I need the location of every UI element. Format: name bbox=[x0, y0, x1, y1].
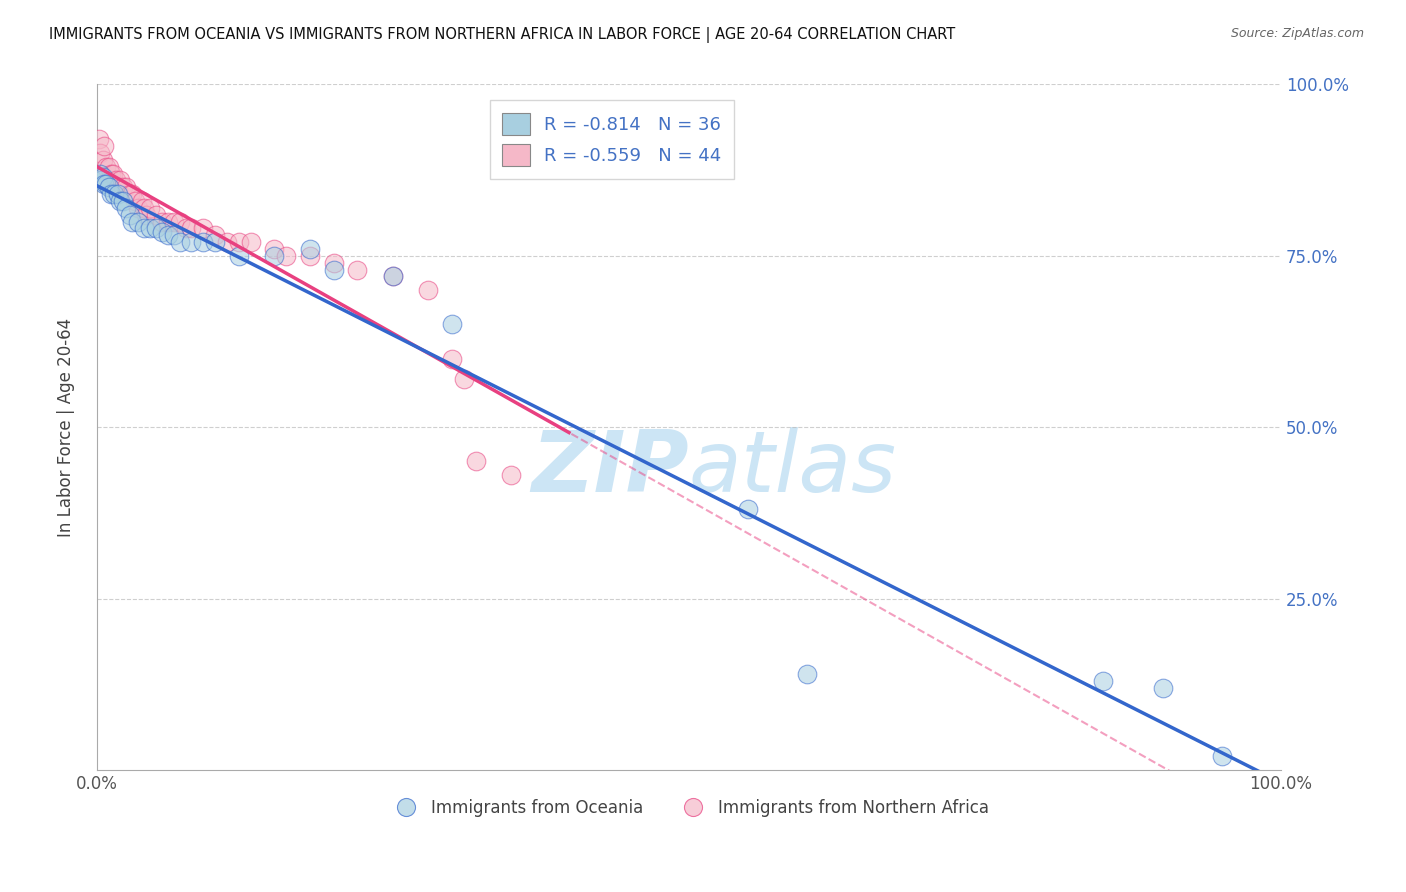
Point bbox=[796, 667, 818, 681]
Legend: Immigrants from Oceania, Immigrants from Northern Africa: Immigrants from Oceania, Immigrants from… bbox=[382, 792, 995, 823]
Text: Source: ZipAtlas.com: Source: ZipAtlas.com bbox=[1230, 27, 1364, 40]
Point bbox=[131, 194, 153, 208]
Point bbox=[156, 228, 179, 243]
Point bbox=[110, 194, 132, 208]
Point bbox=[111, 194, 134, 208]
Point bbox=[440, 318, 463, 332]
Point bbox=[145, 221, 167, 235]
Point bbox=[298, 249, 321, 263]
Point bbox=[97, 160, 120, 174]
Point bbox=[93, 177, 115, 191]
Point bbox=[121, 187, 143, 202]
Point bbox=[100, 187, 122, 202]
Point bbox=[132, 201, 155, 215]
Point bbox=[440, 351, 463, 366]
Text: IMMIGRANTS FROM OCEANIA VS IMMIGRANTS FROM NORTHERN AFRICA IN LABOR FORCE | AGE : IMMIGRANTS FROM OCEANIA VS IMMIGRANTS FR… bbox=[49, 27, 956, 43]
Point bbox=[118, 187, 141, 202]
Point bbox=[91, 169, 114, 184]
Point bbox=[124, 194, 146, 208]
Point bbox=[111, 180, 134, 194]
Point bbox=[97, 180, 120, 194]
Point bbox=[169, 214, 191, 228]
Point bbox=[346, 262, 368, 277]
Point bbox=[263, 242, 285, 256]
Point bbox=[180, 221, 202, 235]
Point bbox=[1211, 749, 1233, 764]
Point bbox=[96, 177, 118, 191]
Point bbox=[169, 235, 191, 249]
Point bbox=[1092, 673, 1115, 688]
Point bbox=[204, 235, 226, 249]
Point bbox=[150, 214, 173, 228]
Point bbox=[91, 153, 114, 167]
Point bbox=[127, 201, 149, 215]
Point bbox=[501, 468, 523, 483]
Point bbox=[90, 173, 112, 187]
Point bbox=[100, 167, 122, 181]
Point bbox=[239, 235, 262, 249]
Point bbox=[418, 283, 440, 297]
Point bbox=[1152, 681, 1174, 695]
Point bbox=[215, 235, 238, 249]
Point bbox=[132, 221, 155, 235]
Point bbox=[228, 249, 250, 263]
Point bbox=[135, 208, 157, 222]
Point bbox=[89, 167, 111, 181]
Point bbox=[104, 173, 127, 187]
Point bbox=[204, 228, 226, 243]
Text: atlas: atlas bbox=[689, 427, 897, 510]
Point bbox=[381, 269, 404, 284]
Point bbox=[96, 160, 118, 174]
Point bbox=[322, 262, 344, 277]
Point bbox=[103, 187, 125, 202]
Point bbox=[139, 201, 162, 215]
Point bbox=[103, 167, 125, 181]
Point bbox=[263, 249, 285, 263]
Point bbox=[127, 214, 149, 228]
Point bbox=[107, 180, 129, 194]
Point bbox=[163, 214, 186, 228]
Point bbox=[121, 214, 143, 228]
Point bbox=[381, 269, 404, 284]
Point bbox=[115, 201, 138, 215]
Point bbox=[150, 225, 173, 239]
Point bbox=[115, 180, 138, 194]
Point bbox=[139, 221, 162, 235]
Point bbox=[156, 214, 179, 228]
Point bbox=[464, 454, 486, 468]
Point bbox=[145, 208, 167, 222]
Point bbox=[453, 372, 475, 386]
Point bbox=[193, 221, 215, 235]
Point bbox=[180, 235, 202, 249]
Point bbox=[298, 242, 321, 256]
Point bbox=[276, 249, 298, 263]
Point bbox=[322, 255, 344, 269]
Point bbox=[89, 146, 111, 161]
Point bbox=[110, 173, 132, 187]
Point bbox=[163, 228, 186, 243]
Point bbox=[228, 235, 250, 249]
Text: ZIP: ZIP bbox=[531, 427, 689, 510]
Y-axis label: In Labor Force | Age 20-64: In Labor Force | Age 20-64 bbox=[58, 318, 75, 537]
Point bbox=[87, 132, 110, 146]
Point bbox=[737, 502, 759, 516]
Point bbox=[193, 235, 215, 249]
Point bbox=[118, 208, 141, 222]
Point bbox=[107, 187, 129, 202]
Point bbox=[174, 221, 197, 235]
Point bbox=[93, 139, 115, 153]
